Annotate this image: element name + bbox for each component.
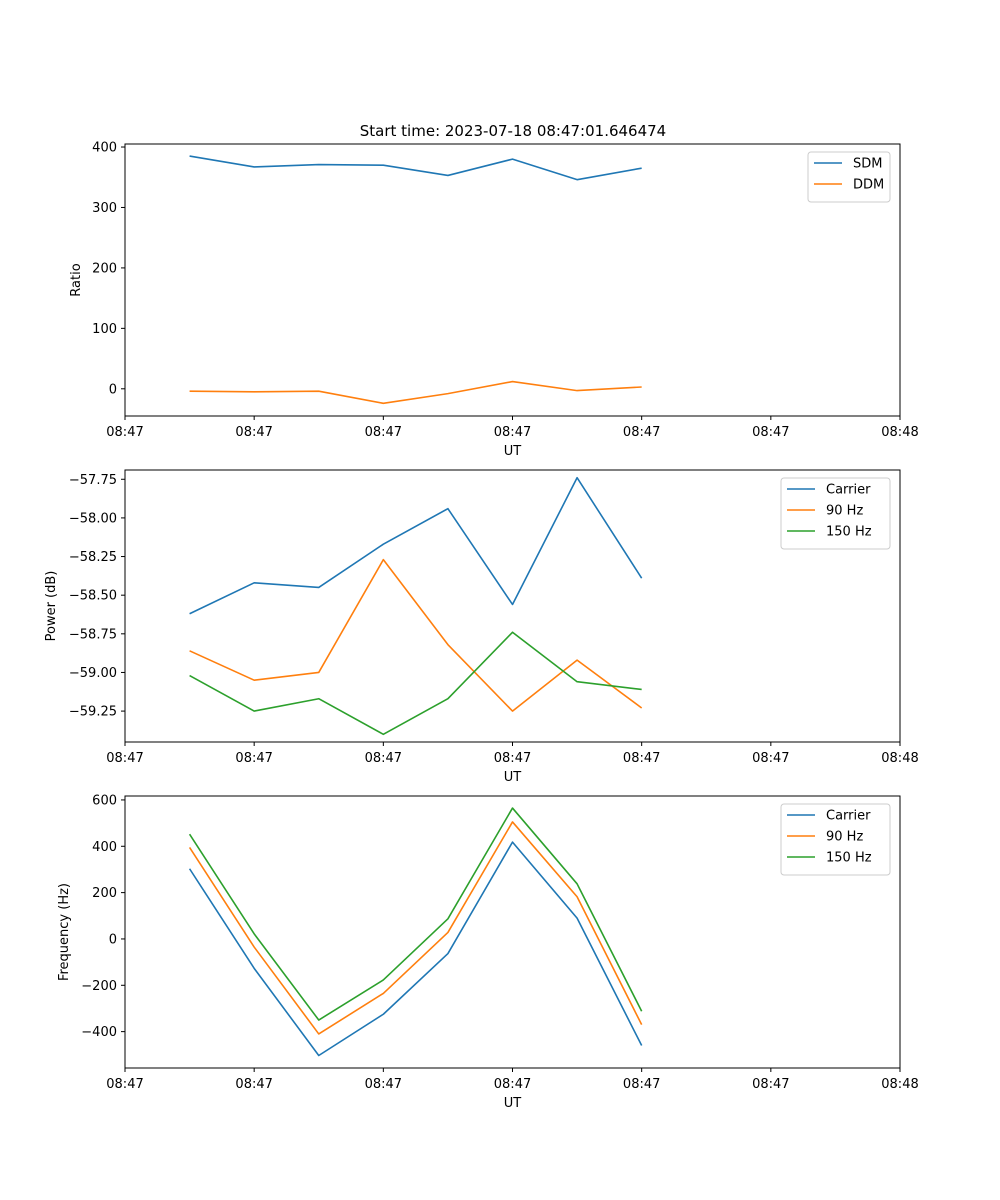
x-tick-label: 08:47	[106, 1077, 143, 1092]
y-tick-label: −58.50	[69, 589, 117, 604]
x-tick-label: 08:48	[881, 1077, 918, 1092]
legend-label: Carrier	[826, 483, 871, 498]
x-axis-label: UT	[504, 1096, 522, 1111]
series-line-150-hz	[189, 631, 642, 736]
series-line-150-hz	[188, 807, 643, 1021]
x-axis-label: UT	[504, 444, 522, 459]
y-tick-label: 200	[92, 886, 117, 901]
series-line-90-hz	[189, 558, 643, 712]
legend-label: DDM	[853, 178, 884, 193]
legend: Carrier 90 Hz 150 Hz	[780, 803, 891, 876]
chart-panel-3: 08:47 08:47 08:47 08:47 08:47 08:47 08:48 −400 −…	[57, 793, 919, 1111]
x-tick-label: 08:47	[494, 1077, 531, 1092]
y-axis-label: Ratio	[69, 263, 84, 296]
charts: 08:47 08:47 08:47 08:47 08:47 08:47 08:48 0 100 2…	[44, 141, 919, 1111]
y-tick-label: −58.75	[69, 627, 117, 642]
y-axis-label: Power (dB)	[44, 571, 59, 642]
series-line-carrier	[188, 841, 643, 1057]
x-tick-label: 08:47	[752, 425, 789, 440]
series-line-ddm	[189, 380, 642, 405]
x-tick-label: 08:47	[365, 425, 402, 440]
y-tick-label: 400	[92, 141, 117, 156]
y-tick-label: 600	[92, 793, 117, 808]
x-tick-label: 08:47	[365, 1077, 402, 1092]
x-tick-label: 08:47	[494, 751, 531, 766]
chart-panel-2: 08:47 08:47 08:47 08:47 08:47 08:47 08:48 −59.2…	[44, 469, 919, 785]
legend-label: Carrier	[826, 809, 871, 824]
y-axis-label: Frequency (Hz)	[57, 883, 72, 981]
x-tick-label: 08:47	[235, 425, 272, 440]
x-tick-label: 08:47	[623, 1077, 660, 1092]
x-tick-label: 08:47	[752, 751, 789, 766]
x-tick-label: 08:47	[752, 1077, 789, 1092]
y-tick-label: −59.25	[69, 705, 117, 720]
legend: Carrier 90 Hz 150 Hz	[780, 477, 891, 550]
y-tick-label: −57.75	[69, 473, 117, 488]
x-tick-label: 08:48	[881, 751, 918, 766]
legend-label: 150 Hz	[826, 851, 872, 866]
legend-label: 90 Hz	[826, 830, 863, 845]
x-tick-label: 08:47	[623, 425, 660, 440]
figure-title: Start time: 2023-07-18 08:47:01.646474	[360, 122, 666, 140]
y-tick-label: −200	[81, 979, 117, 994]
x-tick-label: 08:47	[494, 425, 531, 440]
legend-label: SDM	[853, 157, 882, 172]
y-tick-label: 0	[109, 382, 117, 397]
y-tick-label: −400	[81, 1025, 117, 1040]
x-tick-label: 08:47	[623, 751, 660, 766]
series-line-carrier	[189, 476, 643, 615]
series-line-sdm	[189, 155, 642, 181]
y-tick-label: 400	[92, 840, 117, 855]
legend-label: 90 Hz	[826, 504, 863, 519]
y-tick-label: 300	[92, 201, 117, 216]
series-line-90-hz	[188, 821, 643, 1035]
y-tick-label: −58.00	[69, 511, 117, 526]
y-tick-label: 0	[109, 932, 117, 947]
x-tick-label: 08:47	[106, 425, 143, 440]
x-tick-label: 08:48	[881, 425, 918, 440]
y-tick-label: 200	[92, 261, 117, 276]
x-tick-label: 08:47	[235, 1077, 272, 1092]
x-axis-label: UT	[504, 770, 522, 785]
x-tick-label: 08:47	[365, 751, 402, 766]
x-tick-label: 08:47	[235, 751, 272, 766]
legend-box	[807, 151, 891, 203]
x-tick-label: 08:47	[106, 751, 143, 766]
chart-panel-1: 08:47 08:47 08:47 08:47 08:47 08:47 08:48 0 100 2…	[69, 141, 919, 459]
legend-label: 150 Hz	[826, 525, 872, 540]
y-tick-label: −59.00	[69, 666, 117, 681]
y-tick-label: 100	[92, 322, 117, 337]
y-tick-label: −58.25	[69, 550, 117, 565]
legend: SDM DDM	[807, 151, 891, 203]
